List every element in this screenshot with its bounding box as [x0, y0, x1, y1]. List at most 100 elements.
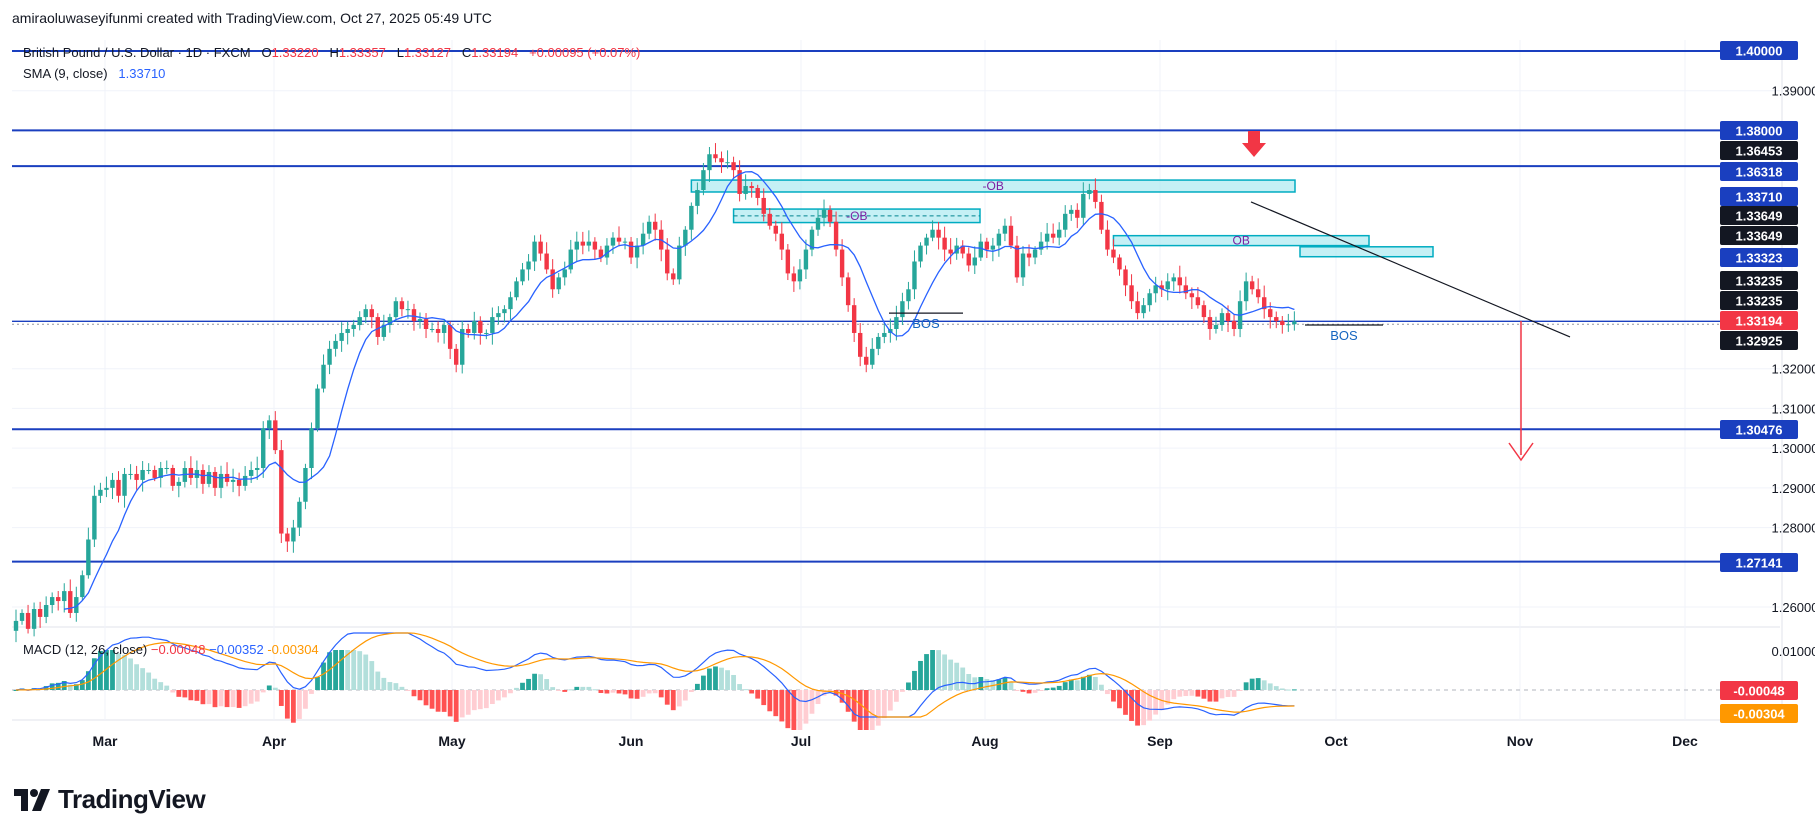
macd-histogram-bar: [110, 650, 115, 690]
bearish-candle: [960, 240, 965, 259]
bearish-candle: [737, 160, 742, 202]
candle-body: [502, 309, 507, 314]
candle-body: [1201, 305, 1207, 318]
bearish-candle: [785, 244, 791, 281]
macd-badge-bg: [1720, 704, 1798, 723]
time-axis[interactable]: Mar Apr May Jun Jul Aug Sep Oct Nov Dec: [93, 733, 1699, 749]
price-badge: 1.33649: [1720, 226, 1798, 245]
macd-histogram-bar: [622, 690, 628, 695]
macd-histogram-bar: [477, 690, 483, 710]
macd-histogram-bar: [1171, 690, 1177, 700]
candle-body: [870, 348, 875, 365]
symbol-legend[interactable]: British Pound / U.S. Dollar · 1D · FXCM …: [23, 45, 640, 60]
candle-body: [1075, 209, 1080, 218]
candle-body: [31, 608, 37, 629]
candle-body: [1159, 285, 1164, 290]
macd-histogram-bar: [188, 690, 194, 701]
bullish-candle: [86, 527, 91, 579]
macd-histogram-bar: [152, 678, 158, 690]
macd-histogram-bar: [875, 690, 881, 726]
candle-body: [1063, 213, 1068, 230]
macd-histogram-bar: [1243, 682, 1249, 690]
candle-body: [62, 591, 67, 602]
y-tick-label: 1.26000: [1772, 600, 1815, 615]
macd-histogram-bar: [1129, 690, 1134, 721]
candle-body: [568, 249, 573, 270]
candle-body: [170, 468, 175, 486]
macd-histogram-bar: [767, 690, 773, 712]
macd-histogram-bar: [1020, 690, 1026, 692]
macd-hist-value: −0.00048: [150, 642, 206, 657]
candle-body: [98, 489, 103, 496]
price-axis[interactable]: 1.39000 1.32000 1.31000 1.30000 1.29000 1.280…: [1720, 41, 1815, 723]
bearish-candle: [665, 238, 670, 281]
sma-legend[interactable]: SMA (9, close) 1.33710: [23, 66, 165, 81]
open-label: O: [261, 45, 272, 60]
price-badge-bg: [1720, 121, 1798, 140]
price-badge-text: 1.27141: [1736, 556, 1783, 571]
bearish-candle: [1008, 216, 1014, 249]
candle-body: [472, 321, 477, 333]
macd-histogram-bar: [502, 690, 507, 698]
bearish-candle: [1093, 178, 1098, 209]
candle-body: [610, 237, 616, 246]
bearish-candle: [749, 181, 754, 198]
candle-body: [864, 356, 869, 365]
macd-histogram-bar: [658, 690, 664, 698]
macd-histogram-bar: [779, 690, 785, 722]
macd-histogram-bar: [634, 690, 640, 699]
candle-body: [13, 620, 19, 631]
tradingview-logo[interactable]: TradingView: [14, 784, 206, 815]
bearish-candle: [212, 467, 218, 497]
macd-legend[interactable]: MACD (12, 26, close) −0.00048 −0.00352 -…: [23, 642, 319, 657]
candle-body: [779, 233, 785, 250]
bearish-candle: [671, 268, 676, 285]
macd-badge-text: -0.00304: [1733, 707, 1785, 722]
bullish-candle: [62, 583, 67, 613]
candle-body: [1268, 309, 1273, 318]
macd-histogram-bar: [833, 690, 839, 696]
macd-histogram-bar: [266, 685, 272, 690]
bullish-candle: [610, 232, 616, 254]
macd-histogram-bar: [91, 658, 97, 690]
price-badge-text: 1.33235: [1736, 274, 1783, 289]
bullish-candle: [646, 215, 652, 240]
macd-histogram-bar: [930, 650, 935, 690]
macd-histogram-bar: [170, 690, 176, 693]
candle-body: [532, 241, 537, 262]
price-badge-bg: [1720, 226, 1798, 245]
candle-body: [1213, 325, 1219, 329]
bearish-candle: [273, 411, 278, 455]
candle-body: [369, 309, 374, 318]
macd-histogram-bar: [1219, 690, 1225, 699]
macd-histogram-bar: [532, 673, 537, 690]
bullish-candle: [725, 150, 730, 169]
bullish-candle: [146, 463, 151, 475]
macd-histogram-bar: [206, 690, 212, 705]
macd-histogram-bar: [713, 666, 718, 690]
price-badge-text: 1.38000: [1736, 124, 1783, 139]
macd-histogram-bar: [435, 690, 441, 712]
order-block-label: -OB: [983, 179, 1004, 193]
bullish-candle: [689, 202, 694, 240]
candle-body: [544, 253, 549, 270]
macd-histogram-bar: [887, 690, 893, 711]
macd-histogram-bar: [1249, 678, 1255, 690]
macd-histogram-bar: [912, 670, 917, 690]
macd-histogram-bar: [375, 671, 381, 690]
bullish-candle: [303, 463, 308, 510]
candle-body: [1255, 289, 1261, 298]
macd-histogram-bar: [200, 690, 206, 705]
low-label: L: [396, 45, 404, 60]
high-value: 1.33357: [338, 45, 386, 60]
candle-body: [1014, 245, 1020, 278]
candle-body: [628, 241, 634, 258]
candle-body: [785, 249, 791, 274]
macd-histogram-bar: [242, 690, 248, 707]
candle-body: [321, 364, 326, 389]
price-badge: 1.36318: [1720, 162, 1798, 181]
open-value: 1.33220: [271, 45, 319, 60]
candle-body: [640, 233, 646, 246]
bullish-candle: [876, 333, 881, 356]
